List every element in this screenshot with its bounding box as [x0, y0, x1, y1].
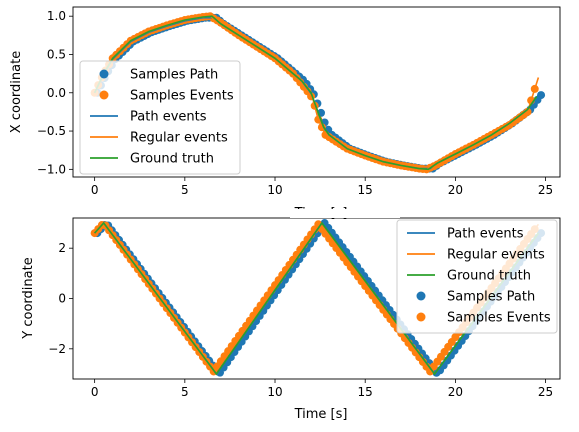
legend-label: Path events	[130, 110, 207, 125]
series-line-ground-truth	[93, 15, 538, 171]
y-tick-label: −0.5	[37, 124, 66, 138]
x-tick-label: 15	[358, 385, 373, 399]
x-tick-label: 25	[538, 183, 553, 197]
x-plot-ticks: 0 5 10 15 20 25 −1.0 −0.5 0.0 0.5 1.0	[37, 9, 553, 197]
y-tick-label: 2	[58, 241, 66, 255]
y-plot-xlabel: Time [s]	[294, 407, 348, 422]
x-tick-label: 10	[267, 385, 282, 399]
x-tick-label: 5	[181, 385, 189, 399]
x-tick-label: 20	[448, 385, 463, 399]
legend-marker-swatch	[416, 312, 426, 322]
y-tick-label: −1.0	[37, 162, 66, 176]
legend-label: Samples Path	[447, 290, 535, 305]
x-plot-frame	[72, 6, 561, 178]
legend-label: Samples Path	[130, 68, 218, 83]
x-tick-label: 15	[358, 183, 373, 197]
legend-box	[396, 219, 558, 334]
x-coordinate-plot: 0 5 10 15 20 25 −1.0 −0.5 0.0 0.5 1.0 X coordinate…	[9, 6, 561, 197]
y-tick-label: 0	[58, 292, 66, 306]
legend-marker-swatch	[99, 90, 109, 100]
legend-label: Ground truth	[447, 269, 531, 284]
legend-label: Samples Events	[130, 89, 234, 104]
x-tick-label: 0	[91, 385, 99, 399]
legend-label: Regular events	[130, 131, 228, 146]
y-tick-label: −2	[48, 342, 66, 356]
y-tick-label: 0.5	[47, 47, 66, 61]
legend-label: Regular events	[447, 248, 545, 263]
x-plot-legend: Samples Path Samples Events Path events Reg…	[79, 60, 241, 175]
legend-label: Path events	[447, 227, 524, 242]
legend-marker-swatch	[99, 69, 109, 79]
sample-point-samples-path	[537, 91, 546, 100]
x-tick-label: 10	[267, 183, 282, 197]
x-tick-label: 25	[538, 385, 553, 399]
legend-box	[79, 60, 241, 175]
y-plot-ylabel: Y coordinate	[21, 257, 36, 339]
x-tick-label: 0	[91, 183, 99, 197]
legend-label: Ground truth	[130, 152, 214, 167]
legend-label: Samples Events	[447, 311, 551, 326]
legend-marker-swatch	[416, 291, 426, 301]
x-plot-marks	[90, 12, 546, 174]
y-tick-label: 0.0	[47, 86, 66, 100]
y-plot-ticks: 0 5 10 15 20 25 −2 0 2	[48, 241, 553, 399]
x-tick-label: 5	[181, 183, 189, 197]
x-tick-label: 20	[448, 183, 463, 197]
y-coordinate-plot: 0 5 10 15 20 25 −2 0 2 Y coordinate Time [s] Pat…	[21, 217, 561, 422]
y-tick-label: 1.0	[47, 9, 66, 23]
label-occluder	[290, 209, 400, 218]
x-plot-ylabel: X coordinate	[9, 51, 24, 133]
series-line-ground-truth	[94, 221, 540, 376]
y-plot-legend: Path events Regular events Ground truth Sam…	[396, 219, 558, 334]
